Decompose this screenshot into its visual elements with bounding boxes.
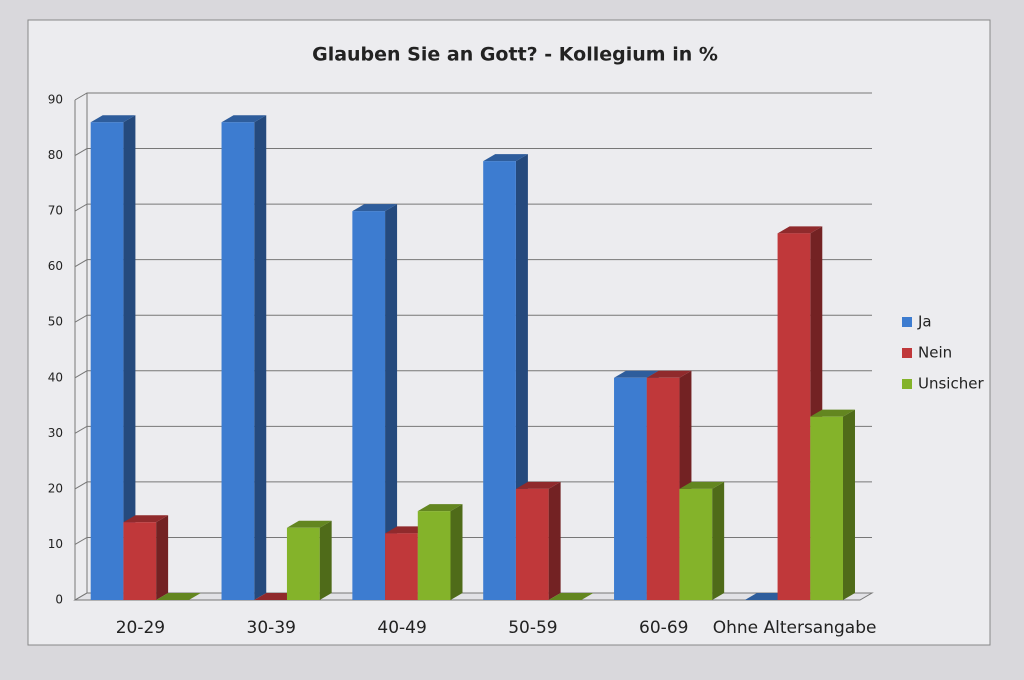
bar-top — [286, 520, 332, 528]
legend-label: Ja — [917, 313, 932, 331]
bar-top — [483, 154, 528, 162]
chart-title: Glauben Sie an Gott? - Kollegium in % — [312, 44, 718, 66]
grid-line — [74, 425, 872, 434]
legend-swatch — [902, 379, 912, 389]
bar-top — [221, 115, 267, 123]
bar-top — [548, 593, 594, 600]
bar-top — [810, 409, 855, 417]
bar-front — [385, 533, 418, 600]
bar-front — [679, 488, 713, 600]
bar-front — [646, 377, 680, 600]
bar-side — [548, 481, 561, 600]
x-tick-label: 40-49 — [377, 618, 426, 638]
bar-top — [417, 504, 463, 512]
legend-swatch — [902, 348, 912, 358]
bar-front — [90, 122, 124, 600]
bar-top — [646, 370, 692, 378]
bar-front — [777, 233, 811, 601]
bar-front — [286, 527, 320, 600]
bar — [548, 593, 594, 600]
bar-side — [254, 115, 267, 600]
x-tick-label: 30-39 — [247, 618, 296, 638]
bar-top — [515, 481, 561, 489]
bar — [123, 515, 169, 600]
bar — [286, 520, 332, 600]
x-tick-label: 60-69 — [639, 618, 688, 638]
grid-line — [74, 92, 872, 101]
bar — [221, 115, 267, 600]
grid-line — [74, 536, 872, 545]
legend-label: Unsicher — [918, 375, 984, 393]
bar-side — [450, 504, 463, 600]
bar-top — [614, 370, 659, 378]
bar-top — [90, 115, 136, 123]
y-tick-label: 30 — [48, 426, 63, 440]
legend-swatch — [902, 317, 912, 327]
bar — [810, 409, 855, 600]
x-tick-label: 20-29 — [116, 618, 165, 638]
bar-top — [156, 593, 201, 600]
bar — [90, 115, 136, 600]
bar — [156, 593, 201, 600]
bar-side — [712, 481, 725, 600]
bar-side — [156, 515, 169, 600]
y-tick-label: 50 — [48, 315, 63, 329]
bar-top — [777, 226, 823, 234]
bar-top — [123, 515, 169, 523]
y-tick-label: 80 — [48, 148, 63, 162]
y-tick-label: 70 — [48, 204, 63, 218]
y-tick-label: 10 — [48, 537, 63, 551]
bar-side — [385, 204, 398, 600]
bar — [417, 504, 463, 600]
bar — [515, 481, 561, 600]
bar-front — [810, 416, 843, 600]
bar-side — [842, 409, 855, 600]
bar — [679, 481, 725, 600]
grid-line — [74, 481, 872, 490]
y-tick-label: 40 — [48, 370, 63, 384]
bar-top — [352, 204, 398, 212]
grid-line — [74, 370, 872, 379]
bar-side — [319, 520, 332, 600]
bar-front — [221, 122, 255, 600]
legend-label: Nein — [918, 344, 952, 362]
bar-front — [352, 211, 386, 600]
grid-line — [74, 203, 872, 212]
bar-front — [483, 161, 516, 600]
grid-line — [74, 259, 872, 268]
y-tick-label: 20 — [48, 481, 63, 495]
bar-top — [679, 481, 725, 489]
bar-front — [417, 511, 451, 600]
bar — [352, 204, 398, 600]
bar-front — [515, 488, 549, 600]
grid-line — [74, 148, 872, 156]
y-tick-label: 90 — [48, 93, 63, 107]
x-tick-label: Ohne Altersangabe — [713, 618, 877, 638]
bar-side — [123, 115, 136, 600]
y-tick-label: 0 — [55, 593, 63, 607]
x-tick-label: 50-59 — [508, 618, 557, 638]
bar-front — [123, 522, 157, 600]
bar-front — [614, 377, 647, 600]
grid-line — [74, 592, 872, 601]
grid-line — [74, 314, 872, 323]
y-tick-label: 60 — [48, 259, 63, 273]
